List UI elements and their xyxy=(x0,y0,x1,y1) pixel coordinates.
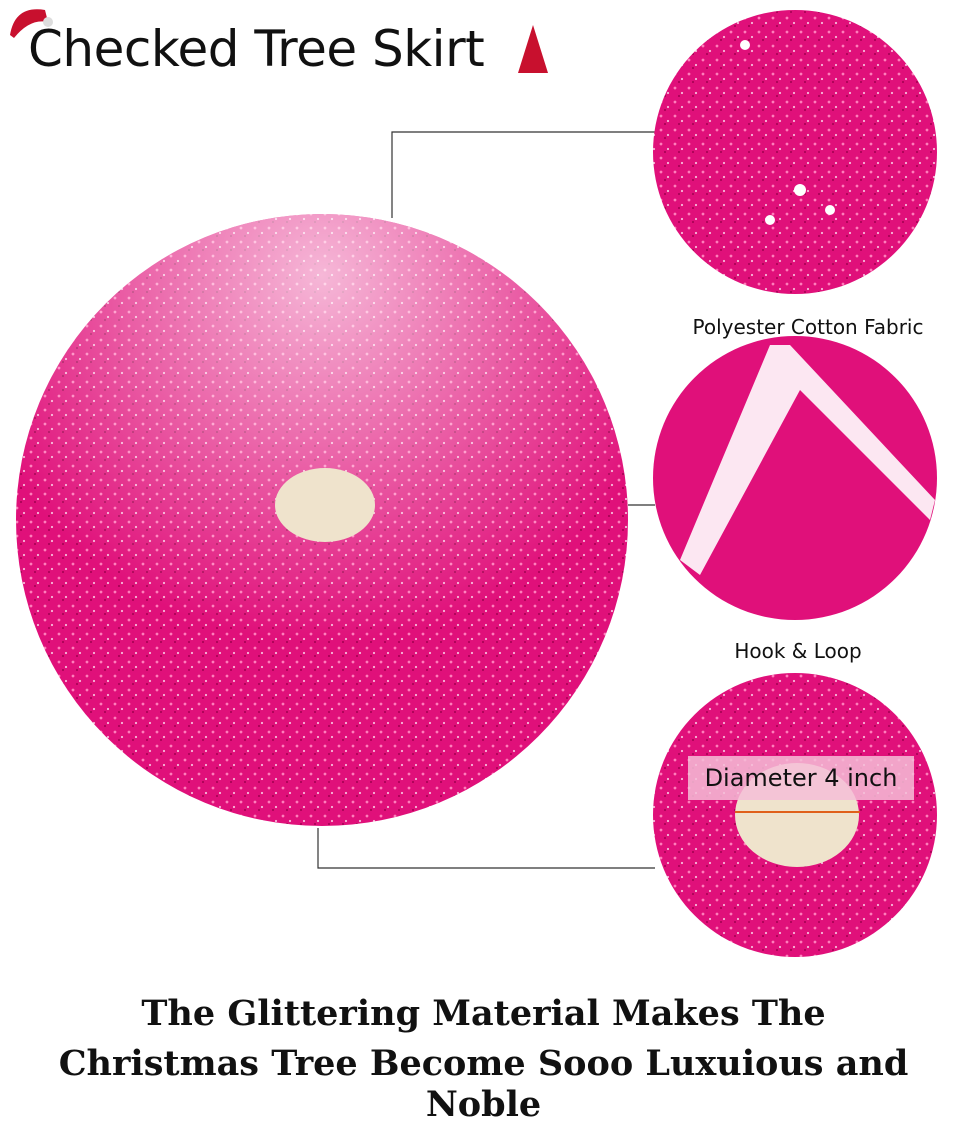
center-hole xyxy=(275,468,375,542)
connector-line-bottom xyxy=(317,828,655,869)
detail-hook-loop-image xyxy=(653,336,937,620)
diameter-label: Diameter 4 inch xyxy=(688,756,914,800)
page-title: Checked Tree Skirt xyxy=(28,20,485,78)
detail-diameter-image xyxy=(653,673,937,957)
caption-line-2: Christmas Tree Become Sooo Luxuious and … xyxy=(58,1043,909,1125)
product-illustration xyxy=(10,9,937,957)
detail-fabric-image xyxy=(653,10,937,294)
fabric-label: Polyester Cotton Fabric xyxy=(692,315,924,339)
connector-line-top xyxy=(391,131,655,218)
christmas-tree-icon xyxy=(518,25,548,73)
caption-line-1: The Glittering Material Makes The xyxy=(141,993,826,1034)
tree-skirt-image xyxy=(16,214,628,826)
santa-hat-icon xyxy=(10,9,53,38)
hook-loop-label: Hook & Loop xyxy=(734,639,862,663)
